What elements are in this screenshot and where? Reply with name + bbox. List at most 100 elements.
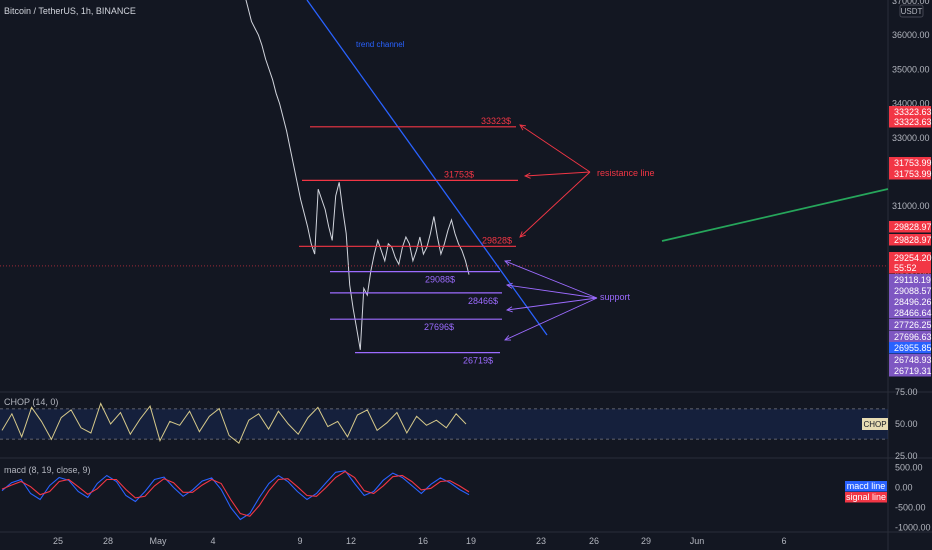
x-tick-label: 26 (589, 536, 599, 546)
resistance-arrow (524, 171, 591, 177)
level-label-support: 29088$ (425, 275, 455, 285)
price-badge-text: 26719.31 (894, 366, 932, 376)
price-badge-text: 33323.63 (894, 117, 932, 127)
x-axis-ticks: 25 28 May 4 9 12 16 19 23 26 29 Jun 6 (53, 536, 787, 546)
price-pane (0, 0, 889, 350)
level-label-support: 27696$ (424, 322, 454, 332)
macd-legend-badge (845, 481, 887, 492)
price-badge (889, 307, 931, 319)
price-badge (889, 168, 931, 180)
level-label-support: 28466$ (468, 296, 498, 306)
chop-tick-label: 75.00 (895, 387, 918, 397)
support-arrow (506, 297, 598, 311)
y-tick-label: 31000.00 (892, 201, 930, 211)
y-tick-label: 34000.00 (892, 99, 930, 109)
chop-tick-label: 25.00 (895, 451, 918, 461)
resistance-arrow (519, 124, 591, 173)
resistance-arrowhead (519, 124, 526, 131)
macd-pane: macd (8, 19, close, 9) 500.00 0.00 -500.00 -… (1, 463, 931, 533)
x-tick-label: 12 (346, 536, 356, 546)
chop-band (0, 408, 888, 440)
price-badge (889, 319, 931, 331)
y-tick-label: 37000.00 (892, 0, 930, 6)
resistance-arrow (519, 171, 591, 238)
price-badge-text: 55:52 (894, 263, 917, 273)
price-badge (889, 296, 931, 308)
support-arrow (504, 297, 598, 341)
price-badge-text: 29118.19 (894, 275, 931, 285)
y-tick-label: 35000.00 (892, 64, 930, 74)
price-badge-text: 31753.99 (894, 169, 932, 179)
x-tick-label: 29 (641, 536, 651, 546)
price-badge (889, 331, 931, 343)
symbol-title: Bitcoin / TetherUS, 1h, BINANCE (4, 6, 136, 16)
x-tick-label: Jun (690, 536, 705, 546)
level-label-resistance: 33323$ (481, 116, 511, 126)
x-tick-label: 25 (53, 536, 63, 546)
price-badge-text: 29828.97 (894, 222, 932, 232)
currency-badge-box[interactable] (899, 4, 924, 18)
chop-badge (862, 418, 888, 430)
chop-tick-label: 50.00 (895, 419, 918, 429)
price-badge (889, 274, 931, 286)
x-tick-label: 9 (297, 536, 302, 546)
price-badge (889, 106, 931, 118)
price-badge-text: 27726.25 (894, 320, 932, 330)
price-badge-text: 33323.63 (894, 107, 932, 117)
resistance-arrowhead (519, 231, 526, 238)
support-arrow (504, 260, 598, 299)
price-badge-text: 26748.93 (894, 355, 932, 365)
y-tick-label: 33000.00 (892, 133, 930, 143)
macd-legend-text: macd line (847, 481, 886, 491)
macd-tick-label: -1000.00 (895, 523, 931, 533)
chop-badge-text: CHOP (863, 420, 886, 429)
price-badge (889, 262, 931, 274)
x-tick-label: 4 (210, 536, 215, 546)
x-tick-label: 6 (781, 536, 786, 546)
currency-badge[interactable]: USDT (901, 7, 923, 16)
resistance-label: resistance line (597, 168, 655, 178)
price-badge-text: 29088.57 (894, 286, 932, 296)
chop-line (1, 402, 467, 444)
macd-label[interactable]: macd (8, 19, close, 9) (4, 465, 91, 475)
x-tick-label: 16 (418, 536, 428, 546)
x-tick-label: 28 (103, 536, 113, 546)
x-tick-label: May (149, 536, 167, 546)
green-trend-line (661, 188, 889, 242)
price-badge (889, 354, 931, 366)
price-badge-text: 27696.63 (894, 332, 932, 342)
price-badge (889, 252, 931, 264)
macd-legend-text: signal line (846, 492, 886, 502)
resistance-arrowhead (523, 172, 531, 179)
x-tick-label: 19 (466, 536, 476, 546)
macd-series-line (1, 470, 470, 521)
macd-tick-label: -500.00 (895, 503, 926, 513)
level-label-support: 26719$ (463, 356, 493, 366)
y-tick-label: 36000.00 (892, 30, 930, 40)
level-lines: 33323$ 31753$ 29828$ 29088$ 28466$ 27696$ 2671… (299, 116, 518, 366)
trend-channel-line (306, 0, 548, 336)
support-label: support (600, 292, 631, 302)
trend-channel-label: trend channel (356, 40, 405, 49)
price-badge (889, 342, 931, 354)
chop-pane: CHOP (14, 0) 75.00 50.00 25.00 CHOP (0, 387, 918, 461)
price-badge (889, 157, 931, 169)
chop-label[interactable]: CHOP (14, 0) (4, 397, 58, 407)
support-arrowhead (505, 306, 513, 313)
macd-legend-badge (845, 492, 887, 503)
price-badge-text: 29254.20 (894, 253, 932, 263)
price-badge (889, 365, 931, 377)
level-label-resistance: 29828$ (482, 235, 512, 245)
support-arrowhead (504, 260, 512, 266)
support-arrowhead (505, 282, 513, 289)
level-label-resistance: 31753$ (444, 169, 474, 179)
price-badge (889, 234, 931, 246)
macd-tick-label: 0.00 (895, 483, 913, 493)
macd-tick-label: 500.00 (895, 463, 923, 473)
price-badge (889, 221, 931, 233)
price-badge (889, 285, 931, 297)
price-badge-text: 26955.85 (894, 343, 932, 353)
